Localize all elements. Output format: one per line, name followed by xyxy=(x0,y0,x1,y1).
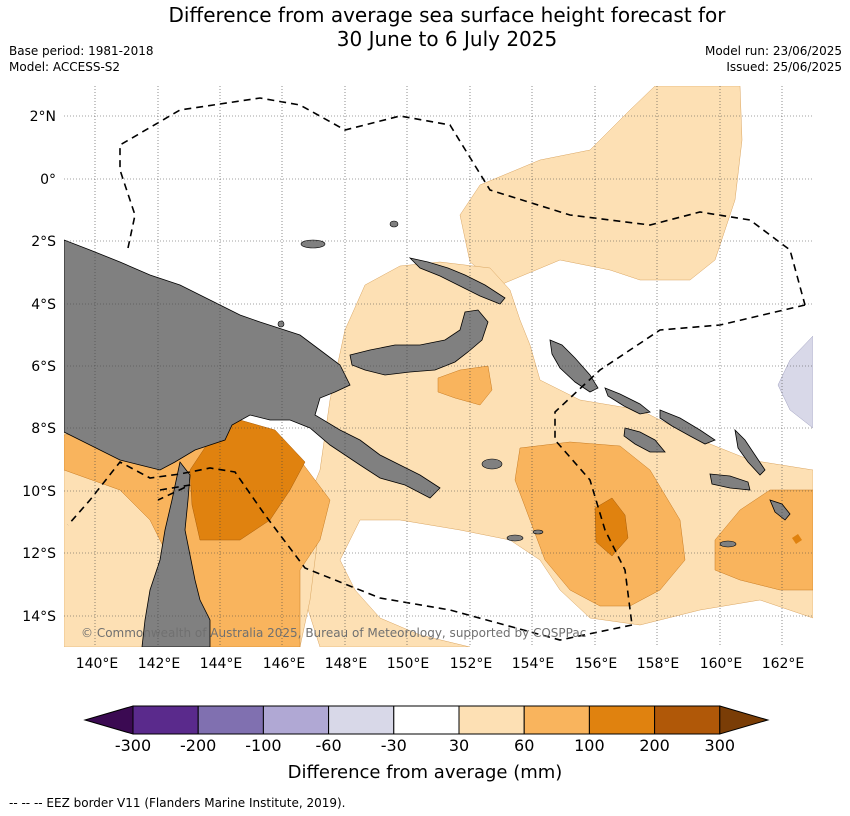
colorbar-segment xyxy=(588,705,656,735)
lon-label: 148°E xyxy=(325,656,368,672)
land-new-ireland xyxy=(408,257,506,305)
lat-label: 14°S xyxy=(22,609,56,625)
colorbar-segment xyxy=(197,705,264,735)
land-small-island-4 xyxy=(719,540,737,548)
land-guadalcanal xyxy=(623,427,666,453)
lat-label: 0° xyxy=(40,172,56,188)
meta-left: Base period: 1981-2018 Model: ACCESS-S2 xyxy=(9,43,154,75)
land-small-island-2 xyxy=(389,220,399,228)
colorbar-segment xyxy=(393,705,460,735)
colorbar-tick-label: 60 xyxy=(514,736,534,755)
title-line-1: Difference from average sea surface heig… xyxy=(168,3,726,27)
colorbar-title: Difference from average (mm) xyxy=(288,762,563,783)
colorbar-tick-label: 30 xyxy=(449,736,469,755)
lon-label: 162°E xyxy=(762,656,805,672)
colorbar-tick-label: 300 xyxy=(705,736,736,755)
lon-label: 140°E xyxy=(76,656,119,672)
eez-borders xyxy=(67,97,806,641)
longitude-labels: 140°E 142°E 144°E 146°E 148°E 150°E 152°… xyxy=(76,656,805,672)
lon-label: 156°E xyxy=(575,656,618,672)
colorbar-segment xyxy=(328,705,395,735)
colorbar-tick-label: -100 xyxy=(245,736,281,755)
model-name: Model: ACCESS-S2 xyxy=(9,60,121,74)
colorbar-segments xyxy=(83,705,770,735)
gridlines xyxy=(64,86,813,647)
lon-label: 160°E xyxy=(700,656,743,672)
lat-label: 8°S xyxy=(31,421,56,437)
meta-right: Model run: 23/06/2025 Issued: 25/06/2025 xyxy=(705,43,842,75)
colorbar-extend-high xyxy=(719,705,770,735)
colorbar-segment xyxy=(523,705,590,735)
colorbar-tick-label: -30 xyxy=(381,736,407,755)
lat-label: 12°S xyxy=(22,546,56,562)
colorbar: -300 -200 -100 -60 -30 30 60 100 200 300 Differen… xyxy=(83,705,770,783)
land-small-island-3 xyxy=(532,529,544,535)
lon-label: 142°E xyxy=(138,656,181,672)
colorbar-segment xyxy=(262,705,330,735)
anomaly-100-200-coral-core xyxy=(594,497,629,557)
copyright-notice: © Commonwealth of Australia 2025, Bureau… xyxy=(81,626,586,640)
land-manus xyxy=(300,239,326,249)
colorbar-tick-label: 200 xyxy=(639,736,670,755)
land-makira xyxy=(709,473,751,491)
latitude-labels: 2°N 0° 2°S 4°S 6°S 8°S 10°S 12°S 14°S xyxy=(22,109,56,625)
land-cape-york xyxy=(141,461,211,647)
lon-label: 146°E xyxy=(263,656,306,672)
colorbar-tick-label: -200 xyxy=(180,736,216,755)
land-new-guinea xyxy=(64,239,441,499)
map-area: © Commonwealth of Australia 2025, Bureau… xyxy=(64,86,813,647)
lat-label: 6°S xyxy=(31,359,56,375)
colorbar-tick-label: 100 xyxy=(574,736,605,755)
chart-title: Difference from average sea surface heig… xyxy=(0,3,850,51)
anomaly-60-100-bismarck xyxy=(437,365,493,406)
colorbar-tick-label: -300 xyxy=(115,736,151,755)
anomaly-neg-30-60-east xyxy=(777,335,813,429)
colorbar-segment xyxy=(654,705,721,735)
lon-label: 144°E xyxy=(200,656,243,672)
lon-label: 150°E xyxy=(387,656,430,672)
colorbar-tick-labels: -300 -200 -100 -60 -30 30 60 100 200 300 xyxy=(115,736,735,755)
land-vanuatu-north xyxy=(769,499,791,521)
land-santa-isabel xyxy=(659,409,716,445)
anomaly-100-200-east-dot xyxy=(792,534,802,544)
lat-label: 2°N xyxy=(30,109,56,125)
base-period: Base period: 1981-2018 xyxy=(9,44,154,58)
colorbar-segment xyxy=(458,705,525,735)
land-louisiade xyxy=(506,534,524,542)
land-trobriand xyxy=(481,458,503,470)
colorbar-extend-low xyxy=(83,705,134,735)
lat-label: 4°S xyxy=(31,297,56,313)
colorbar-tick-label: -60 xyxy=(316,736,342,755)
land-new-britain xyxy=(349,309,489,376)
title-line-2: 30 June to 6 July 2025 xyxy=(336,27,558,51)
eez-footnote: -- -- -- EEZ border V11 (Flanders Marine… xyxy=(9,796,346,810)
anomaly-30-60-northeast xyxy=(459,86,743,286)
lon-label: 152°E xyxy=(450,656,493,672)
model-run: Model run: 23/06/2025 xyxy=(704,44,842,58)
lat-label: 10°S xyxy=(22,484,56,500)
land-malaita xyxy=(734,428,766,476)
colorbar-segment xyxy=(132,705,199,735)
lat-label: 2°S xyxy=(31,234,56,250)
lon-label: 154°E xyxy=(512,656,555,672)
lon-label: 158°E xyxy=(637,656,680,672)
land-choiseul xyxy=(604,387,651,415)
land-small-island-1 xyxy=(277,320,285,328)
issued-date: Issued: 25/06/2025 xyxy=(726,60,842,74)
